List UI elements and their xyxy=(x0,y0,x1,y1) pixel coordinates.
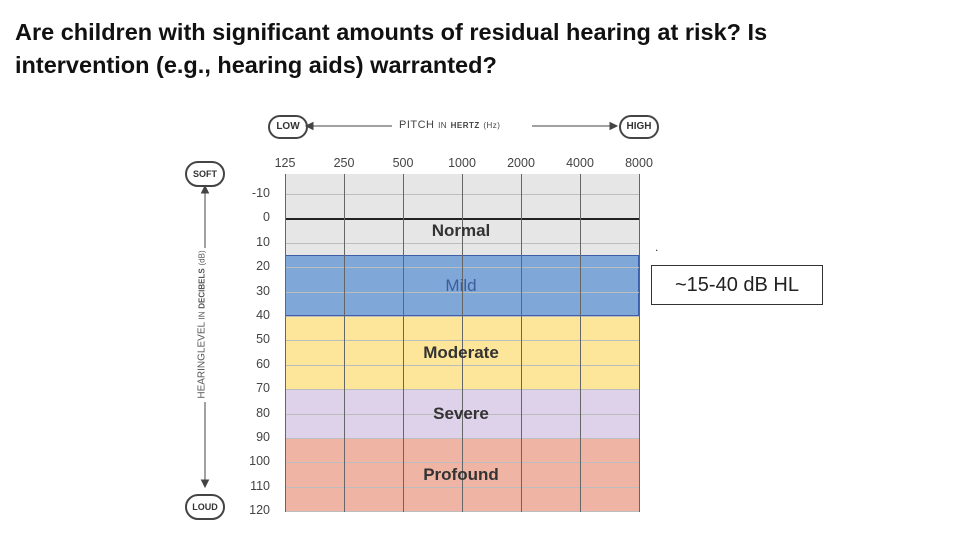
low-pitch-badge: LOW xyxy=(268,115,308,139)
band-label-profound: Profound xyxy=(423,464,499,484)
frequency-label: 4000 xyxy=(566,156,594,170)
pitch-arrow-left-head xyxy=(304,121,314,131)
band-label-moderate: Moderate xyxy=(423,342,499,362)
level-arrow-up-head xyxy=(200,184,210,194)
decibel-label: 40 xyxy=(256,308,270,322)
level-title-word: HEARINGLEVEL xyxy=(196,322,208,399)
gridline-vertical xyxy=(639,174,640,512)
decibel-label: 20 xyxy=(256,259,270,274)
decibel-label: 70 xyxy=(256,381,270,396)
slide-title-line-2: intervention (e.g., hearing aids) warran… xyxy=(15,52,497,78)
mild-range-callout: ~15-40 dB HL xyxy=(651,265,823,305)
pitch-arrow-right-head xyxy=(609,121,619,131)
decibel-label: 80 xyxy=(256,405,270,420)
decibel-label: 50 xyxy=(256,332,270,347)
slide-title-line-1: Are children with significant amounts of… xyxy=(15,19,768,45)
band-label-severe: Severe xyxy=(433,403,489,423)
gridline-vertical xyxy=(521,174,522,512)
frequency-label: 250 xyxy=(333,156,355,170)
frequency-label: 500 xyxy=(392,156,414,170)
gridline-vertical xyxy=(285,174,286,512)
frequency-label: 2000 xyxy=(507,156,535,170)
level-title-unit: (dB) xyxy=(197,250,207,266)
annotation-dot: . xyxy=(655,240,659,254)
decibel-label: 10 xyxy=(256,234,270,249)
soft-badge: SOFT xyxy=(185,161,225,187)
frequency-label: 1000 xyxy=(448,156,476,170)
level-title-in: IN xyxy=(197,311,207,320)
decibel-label: 30 xyxy=(256,283,270,298)
level-axis-title: HEARINGLEVEL IN DECIBELS (dB) xyxy=(197,225,208,425)
frequency-label: 8000 xyxy=(625,156,653,170)
decibel-label: 90 xyxy=(256,430,270,444)
gridline-vertical xyxy=(403,174,404,512)
pitch-title-in: IN xyxy=(438,121,448,130)
decibel-label: 0 xyxy=(263,210,270,225)
gridline-vertical xyxy=(344,174,345,512)
decibel-label: 60 xyxy=(256,356,270,371)
decibel-label: -10 xyxy=(251,186,270,200)
pitch-title-hertz: HERTZ xyxy=(450,121,480,130)
pitch-axis-title: PITCH IN HERTZ (Hz) xyxy=(399,119,500,131)
frequency-label: 125 xyxy=(274,156,296,170)
pitch-title-unit: (Hz) xyxy=(483,121,501,130)
gridline-vertical xyxy=(462,174,463,512)
band-label-mild: Mild xyxy=(445,275,477,295)
decibel-label: 110 xyxy=(250,478,270,493)
level-arrow-down-head xyxy=(200,479,210,489)
slide-title: Are children with significant amounts of… xyxy=(15,16,945,82)
decibel-label: 100 xyxy=(249,454,270,469)
level-title-decibels: DECIBELS xyxy=(197,268,207,309)
gridline-vertical xyxy=(580,174,581,512)
pitch-title-word: PITCH xyxy=(399,119,435,131)
decibel-label: 120 xyxy=(249,503,270,518)
loud-badge: LOUD xyxy=(185,494,225,520)
band-label-normal: Normal xyxy=(431,220,491,240)
high-pitch-badge: HIGH xyxy=(619,115,659,139)
